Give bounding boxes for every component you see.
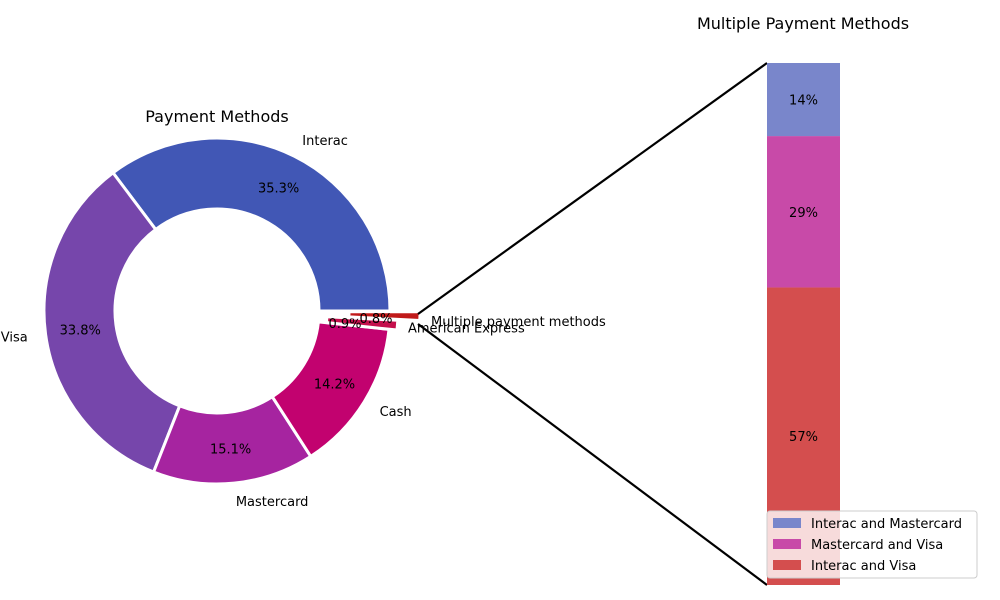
connector-line-top xyxy=(417,62,768,315)
pie-percent-label: 15.1% xyxy=(210,442,251,457)
pie-category-label: Multiple payment methods xyxy=(431,315,606,330)
bar-segment-label: 57% xyxy=(789,430,818,445)
pie-slice-american-express xyxy=(324,315,400,332)
legend-entry-label: Interac and Mastercard xyxy=(811,517,962,532)
legend-swatch xyxy=(773,518,801,528)
legend: Interac and Mastercard Mastercard and Vis… xyxy=(766,510,978,579)
bar-segment-interac-and-mastercard xyxy=(767,63,840,137)
legend-swatch xyxy=(773,539,801,549)
bar-segment-mastercard-and-visa xyxy=(767,136,840,288)
legend-swatch xyxy=(773,560,801,570)
bar-chart-title: Multiple Payment Methods xyxy=(697,14,909,33)
pie-slice-visa xyxy=(42,170,182,474)
pie-percent-label: 0.8% xyxy=(359,312,392,327)
pie-category-label: Mastercard xyxy=(236,495,309,510)
pie-percent-label: 35.3% xyxy=(258,182,299,197)
connector-line-bottom xyxy=(417,323,768,586)
pie-category-label: Cash xyxy=(380,405,412,420)
pie-chart-title: Payment Methods xyxy=(145,107,288,126)
bar-segment-label: 29% xyxy=(789,206,818,221)
pie-category-label: American Express xyxy=(408,322,525,337)
legend-entry-label: Interac and Visa xyxy=(811,559,916,574)
legend-box xyxy=(766,510,978,579)
legend-entry-label: Mastercard and Visa xyxy=(811,538,943,553)
pie-chart: Interac 35.3% Visa 33.8% Mastercard 15.1% Cash… xyxy=(1,134,606,510)
bar-segment-label: 14% xyxy=(789,94,818,109)
pie-category-label: Interac xyxy=(302,134,348,149)
pie-percent-label: 0.9% xyxy=(328,317,361,332)
stacked-bar-chart: 57% 29% 14% xyxy=(767,63,840,585)
pie-category-label: Visa xyxy=(1,331,28,346)
pie-percent-label: 33.8% xyxy=(60,324,101,339)
connector-lines xyxy=(417,62,768,586)
pie-percent-label: 14.2% xyxy=(314,377,355,392)
pie-slice-interac xyxy=(110,136,392,313)
pie-slice-multiple-payment-methods xyxy=(347,310,422,323)
